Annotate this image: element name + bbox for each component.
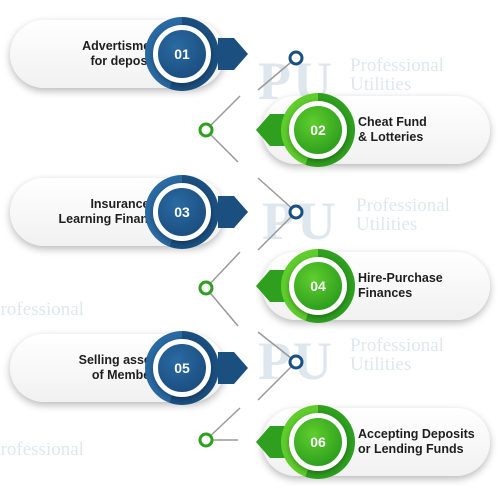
step-label: Advertisment for deposits	[36, 20, 162, 88]
step-label-line1: Cheat Fund	[358, 115, 427, 129]
step-label-line2: & Lotteries	[358, 130, 424, 144]
step-number-badge: 04	[289, 257, 347, 315]
step-arrow	[218, 196, 248, 228]
step-label: Selling assets of Members	[36, 334, 162, 402]
connector-dot	[198, 122, 214, 138]
connector-dot	[198, 280, 214, 296]
step-label: Insurance & Learning Finance	[36, 178, 163, 246]
step-label: Accepting Deposits or Lending Funds	[358, 408, 498, 476]
step-number-badge: 03	[153, 183, 211, 241]
step-label-line2: of Members	[91, 368, 162, 382]
step-arrow	[218, 352, 248, 384]
connector-dot	[288, 50, 304, 66]
step-label-line2: Finances	[358, 286, 413, 300]
step-arrow	[256, 426, 286, 458]
step-arrow	[256, 270, 286, 302]
connector-line	[257, 57, 297, 91]
step-label: Cheat Fund & Lotteries	[358, 96, 498, 164]
step-label-line2: for deposits	[90, 54, 162, 68]
step-label: Hire-Purchase Finances	[358, 252, 498, 320]
step-label-line2: Learning Finance	[58, 212, 163, 226]
step-number-badge: 05	[153, 339, 211, 397]
step-number-badge: 01	[153, 25, 211, 83]
step-number-badge: 06	[289, 413, 347, 471]
step-arrow	[218, 38, 248, 70]
step-label-line1: Advertisment	[82, 39, 162, 53]
step-number-badge: 02	[289, 101, 347, 159]
step-label-line1: Accepting Deposits	[358, 427, 475, 441]
step-arrow	[256, 114, 286, 146]
step-label-line1: Selling assets	[78, 353, 162, 367]
connector-dot	[198, 432, 214, 448]
step-label-line2: or Lending Funds	[358, 442, 464, 456]
connector-dot	[288, 354, 304, 370]
step-label-line1: Hire-Purchase	[358, 271, 443, 285]
connector-dot	[288, 204, 304, 220]
step-label-line1: Insurance &	[90, 197, 162, 211]
